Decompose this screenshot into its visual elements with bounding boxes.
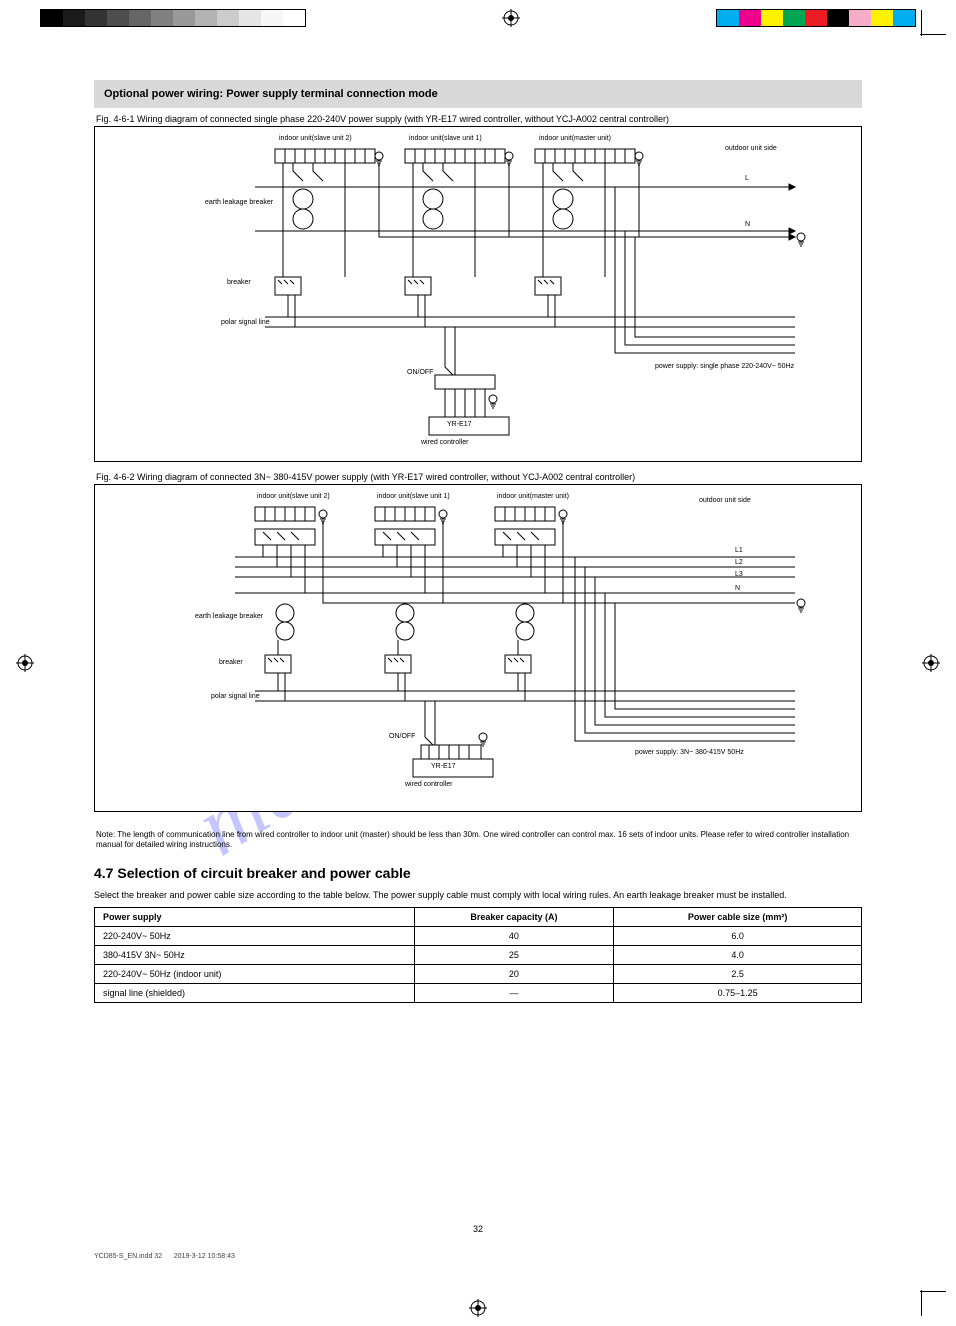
table-cell: 25 bbox=[414, 945, 614, 964]
table-header: Power cable size (mm²) bbox=[614, 907, 862, 926]
diagram-2-svg bbox=[95, 485, 862, 812]
diagram-label: outdoor unit side bbox=[725, 145, 777, 152]
diagram-label: power supply: 3N~ 380-415V 50Hz bbox=[635, 749, 744, 756]
diagram-label: breaker bbox=[227, 279, 251, 286]
table-cell: 20 bbox=[414, 964, 614, 983]
table-row: signal line (shielded) — 0.75–1.25 bbox=[95, 983, 862, 1002]
diagram-label: wired controller bbox=[421, 439, 468, 446]
diagram-label: L2 bbox=[735, 559, 743, 566]
diagram-label: polar signal line bbox=[211, 693, 260, 700]
registration-target-icon bbox=[469, 1299, 487, 1317]
registration-target-icon bbox=[502, 9, 520, 27]
diagram-label: earth leakage breaker bbox=[205, 199, 273, 206]
diagram-label: YR-E17 bbox=[447, 421, 472, 428]
table-cell: 6.0 bbox=[614, 926, 862, 945]
footer-date: 2019-3-12 10:58:43 bbox=[174, 1253, 235, 1260]
table-cell: 2.5 bbox=[614, 964, 862, 983]
diagram-label: indoor unit(master unit) bbox=[539, 135, 611, 142]
figure-1-caption: Fig. 4-6-1 Wiring diagram of connected s… bbox=[96, 114, 862, 124]
page-content: Optional power wiring: Power supply term… bbox=[94, 80, 862, 1003]
table-row: 380-415V 3N~ 50Hz 25 4.0 bbox=[95, 945, 862, 964]
diagram-label: YR-E17 bbox=[431, 763, 456, 770]
diagram-label: N bbox=[735, 585, 740, 592]
table-cell: signal line (shielded) bbox=[95, 983, 415, 1002]
table-header: Breaker capacity (A) bbox=[414, 907, 614, 926]
registration-bar-top bbox=[0, 6, 956, 30]
footer-filename: YCD85-S_EN.indd 32 2019-3-12 10:58:43 bbox=[94, 1253, 235, 1260]
diagram-label: power supply: single phase 220-240V~ 50H… bbox=[655, 363, 794, 370]
table-row: 220-240V~ 50Hz 40 6.0 bbox=[95, 926, 862, 945]
table-cell: 220-240V~ 50Hz (indoor unit) bbox=[95, 964, 415, 983]
diagram-label: outdoor unit side bbox=[699, 497, 751, 504]
registration-target-icon bbox=[922, 654, 940, 672]
table-cell: 4.0 bbox=[614, 945, 862, 964]
crop-mark bbox=[921, 10, 922, 36]
subsection-heading: 4.7 Selection of circuit breaker and pow… bbox=[94, 865, 862, 881]
section-heading-bar: Optional power wiring: Power supply term… bbox=[94, 80, 862, 108]
table-row: 220-240V~ 50Hz (indoor unit) 20 2.5 bbox=[95, 964, 862, 983]
diagram-label: polar signal line bbox=[221, 319, 270, 326]
diagram-label: L3 bbox=[735, 571, 743, 578]
wiring-diagram-1: indoor unit(slave unit 2) indoor unit(sl… bbox=[94, 126, 862, 462]
diagram-label: indoor unit(slave unit 2) bbox=[279, 135, 352, 142]
diagram-note: Note: The length of communication line f… bbox=[96, 830, 862, 851]
subsection-paragraph: Select the breaker and power cable size … bbox=[94, 889, 862, 901]
table-cell: 220-240V~ 50Hz bbox=[95, 926, 415, 945]
diagram-label: ON/OFF bbox=[389, 733, 415, 740]
table-cell: 0.75–1.25 bbox=[614, 983, 862, 1002]
diagram-label: wired controller bbox=[405, 781, 452, 788]
diagram-label: indoor unit(master unit) bbox=[497, 493, 569, 500]
figure-2-caption: Fig. 4-6-2 Wiring diagram of connected 3… bbox=[96, 472, 862, 482]
footer-file: YCD85-S_EN.indd 32 bbox=[94, 1253, 162, 1260]
wiring-diagram-2: indoor unit(slave unit 2) indoor unit(sl… bbox=[94, 484, 862, 812]
registration-bar-bottom bbox=[0, 1296, 956, 1320]
table-header: Power supply bbox=[95, 907, 415, 926]
crop-mark bbox=[921, 1290, 922, 1316]
table-header-row: Power supply Breaker capacity (A) Power … bbox=[95, 907, 862, 926]
section-heading-text: Optional power wiring: Power supply term… bbox=[104, 88, 438, 100]
diagram-label: indoor unit(slave unit 1) bbox=[377, 493, 450, 500]
table-cell: — bbox=[414, 983, 614, 1002]
diagram-label: breaker bbox=[219, 659, 243, 666]
crop-mark bbox=[920, 1291, 946, 1292]
diagram-label: indoor unit(slave unit 2) bbox=[257, 493, 330, 500]
diagram-label: L bbox=[745, 175, 749, 182]
diagram-label: ON/OFF bbox=[407, 369, 433, 376]
table-cell: 380-415V 3N~ 50Hz bbox=[95, 945, 415, 964]
spec-table: Power supply Breaker capacity (A) Power … bbox=[94, 907, 862, 1003]
diagram-label: earth leakage breaker bbox=[195, 613, 263, 620]
table-cell: 40 bbox=[414, 926, 614, 945]
registration-target-icon bbox=[16, 654, 34, 672]
diagram-label: indoor unit(slave unit 1) bbox=[409, 135, 482, 142]
crop-mark bbox=[920, 34, 946, 35]
page-number: 32 bbox=[473, 1224, 483, 1234]
diagram-label: N bbox=[745, 221, 750, 228]
diagram-label: L1 bbox=[735, 547, 743, 554]
color-strip bbox=[716, 9, 916, 27]
grayscale-strip bbox=[40, 9, 306, 27]
